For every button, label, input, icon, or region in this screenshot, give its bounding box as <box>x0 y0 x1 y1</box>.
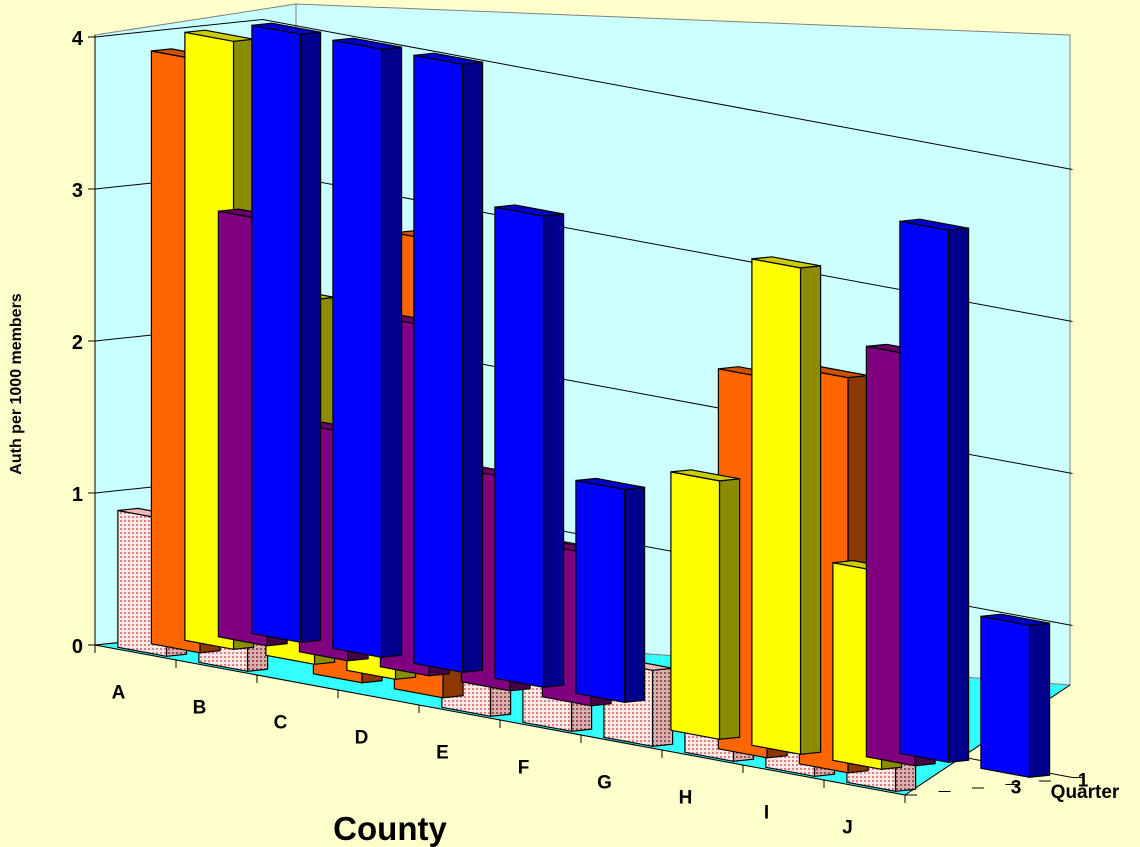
x-category-label: C <box>274 713 288 734</box>
gridline-4 <box>94 18 1073 170</box>
bar-top <box>980 613 1050 626</box>
bar-I-q1 <box>899 218 970 764</box>
y-tick-label: 1 <box>72 484 83 506</box>
y-axis-title: Auth per 1000 members <box>8 293 25 475</box>
y-tick-label: 2 <box>72 332 83 354</box>
z-tick-label: 1 <box>1078 770 1089 791</box>
x-category-label: F <box>518 758 530 779</box>
bar-front <box>413 54 464 674</box>
bar-side <box>799 265 822 755</box>
bar-side <box>651 667 674 747</box>
bar-front <box>670 471 721 741</box>
bar-front <box>980 615 1031 779</box>
bar-front <box>251 24 302 644</box>
bar-J-q1 <box>980 613 1051 779</box>
bar-G-q3 <box>670 469 741 741</box>
bar-group <box>117 22 1051 793</box>
bar-E-q1 <box>575 477 646 704</box>
bar-front <box>332 39 383 659</box>
bar-top <box>670 469 740 482</box>
bar-side <box>623 486 646 703</box>
x-category-label: A <box>112 683 126 704</box>
bar-D-q1 <box>494 204 565 689</box>
bar-top <box>575 477 645 491</box>
x-category-label: B <box>193 698 207 719</box>
bar-top <box>332 37 402 50</box>
bar-H-q3 <box>751 256 822 756</box>
y-tick-label: 4 <box>72 28 84 50</box>
bar-side <box>947 227 970 763</box>
bar-side <box>299 31 322 643</box>
bar-front <box>575 479 626 704</box>
bar-side <box>1028 622 1051 778</box>
y-tick-labels: 0 1 2 3 4 <box>72 28 95 658</box>
bar-side <box>461 61 484 673</box>
x-category-label: J <box>842 818 853 839</box>
x-category-labels: A B C D E F G H I J <box>94 645 906 839</box>
bar-A-q1 <box>251 22 322 644</box>
bar-top <box>899 218 969 231</box>
bar-side <box>718 478 741 740</box>
x-category-label: G <box>597 773 612 794</box>
bar-top <box>494 204 564 217</box>
x-category-label: I <box>764 803 769 824</box>
bar-top <box>413 52 483 65</box>
bar-top <box>251 22 321 35</box>
bar-B-q1 <box>332 37 403 659</box>
bar-top <box>751 256 821 269</box>
bar-side <box>380 46 403 658</box>
x-category-label: H <box>679 788 693 809</box>
bar-front <box>494 206 545 689</box>
bar-side <box>542 213 565 688</box>
bar-C-q1 <box>413 52 484 674</box>
x-category-label: D <box>355 728 369 749</box>
bar-front <box>899 220 950 764</box>
z-tick-labels: 13 <box>905 770 1089 798</box>
z-axis-title: Quarter <box>1051 782 1120 803</box>
y-tick-label: 0 <box>72 636 83 658</box>
y-tick-label: 3 <box>72 180 83 202</box>
z-tick-label: 3 <box>1011 777 1022 798</box>
x-axis-title: County <box>333 810 447 847</box>
bar-front <box>751 258 802 756</box>
x-category-label: E <box>436 743 449 764</box>
